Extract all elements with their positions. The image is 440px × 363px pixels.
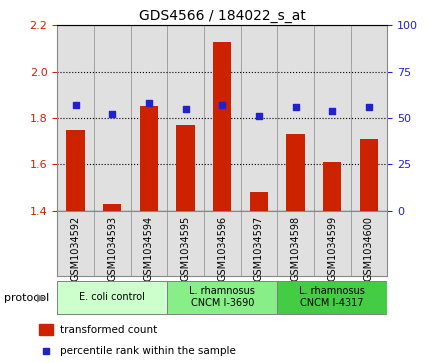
Point xyxy=(219,102,226,108)
Text: protocol: protocol xyxy=(4,293,50,303)
Point xyxy=(292,104,299,110)
Point xyxy=(72,102,79,108)
Text: L. rhamnosus
CNCM I-4317: L. rhamnosus CNCM I-4317 xyxy=(299,286,365,308)
Bar xyxy=(360,139,378,211)
Point xyxy=(145,100,152,106)
Text: GSM1034599: GSM1034599 xyxy=(327,216,337,281)
Bar xyxy=(241,25,277,211)
Bar xyxy=(57,281,167,314)
Bar xyxy=(39,324,53,335)
Text: GSM1034598: GSM1034598 xyxy=(290,216,301,281)
Bar xyxy=(314,25,351,211)
Bar xyxy=(323,162,341,211)
Text: GSM1034592: GSM1034592 xyxy=(70,216,81,281)
Text: GSM1034593: GSM1034593 xyxy=(107,216,117,281)
Bar xyxy=(176,125,195,211)
Bar xyxy=(167,281,277,314)
Point xyxy=(255,113,262,119)
Text: E. coli control: E. coli control xyxy=(79,292,145,302)
Point xyxy=(182,106,189,112)
Title: GDS4566 / 184022_s_at: GDS4566 / 184022_s_at xyxy=(139,9,306,23)
Point xyxy=(42,348,49,354)
Bar xyxy=(66,130,85,211)
Bar xyxy=(277,281,387,314)
Bar xyxy=(277,25,314,211)
Bar xyxy=(103,204,121,211)
Bar xyxy=(250,192,268,211)
Text: transformed count: transformed count xyxy=(60,325,157,335)
Point xyxy=(109,111,116,117)
Bar xyxy=(94,25,131,211)
Text: GSM1034595: GSM1034595 xyxy=(180,216,191,281)
Text: GSM1034596: GSM1034596 xyxy=(217,216,227,281)
Text: GSM1034594: GSM1034594 xyxy=(144,216,154,281)
Bar xyxy=(204,25,241,211)
Text: L. rhamnosus
CNCM I-3690: L. rhamnosus CNCM I-3690 xyxy=(189,286,255,308)
Bar xyxy=(140,106,158,211)
Text: GSM1034600: GSM1034600 xyxy=(364,216,374,281)
Bar xyxy=(351,25,387,211)
Bar xyxy=(57,25,94,211)
Bar xyxy=(167,25,204,211)
Text: GSM1034597: GSM1034597 xyxy=(254,216,264,281)
Bar xyxy=(286,134,305,211)
Text: percentile rank within the sample: percentile rank within the sample xyxy=(60,346,236,356)
Point xyxy=(365,104,372,110)
Point xyxy=(329,108,336,114)
Bar xyxy=(131,25,167,211)
Bar xyxy=(213,42,231,211)
Text: ▶: ▶ xyxy=(37,293,46,303)
